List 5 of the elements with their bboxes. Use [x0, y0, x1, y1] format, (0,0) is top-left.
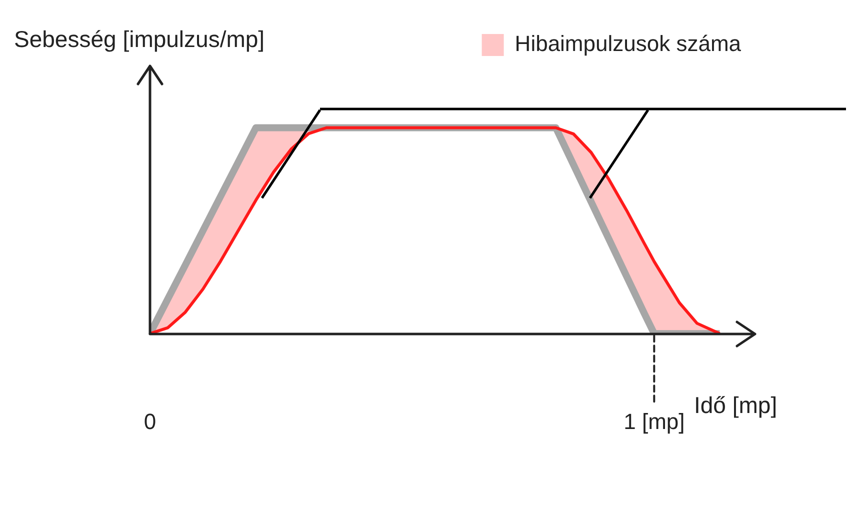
x-axis-title: Idő [mp]: [694, 392, 778, 419]
legend-label: Hibaimpulzusok száma: [514, 31, 742, 56]
y-axis-title: Sebesség [impulzus/mp]: [14, 26, 265, 53]
x-tick-label: 1 [mp]: [624, 408, 685, 434]
x-tick-label: 0: [144, 408, 156, 434]
